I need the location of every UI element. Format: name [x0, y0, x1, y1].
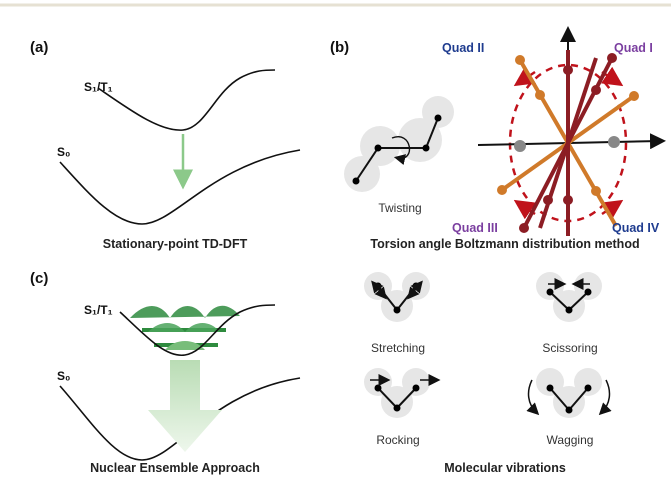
quadrant-label: Quad IV — [612, 221, 660, 235]
mode-label: Scissoring — [542, 341, 597, 355]
panel-label: (a) — [30, 39, 48, 56]
state-label: S₁/T₁ — [84, 303, 113, 317]
quadrant-label: Quad II — [442, 41, 484, 55]
caption: Nuclear Ensemble Approach — [90, 461, 260, 475]
s1-curve — [119, 304, 276, 356]
wagging-molecule — [526, 368, 612, 418]
mode-label: Stretching — [371, 341, 425, 355]
torsion-diagram — [477, 26, 666, 236]
s1-curve — [97, 69, 276, 131]
caption: Stationary-point TD-DFT — [103, 237, 248, 251]
s0-curve — [59, 377, 301, 461]
rocking-molecule — [364, 368, 441, 418]
caption: Molecular vibrations — [444, 461, 566, 475]
scissoring-molecule — [536, 272, 602, 322]
vibrational-levels — [130, 305, 240, 350]
panel-label: (b) — [330, 39, 349, 56]
state-label: S₀ — [57, 145, 70, 159]
twisting-molecule — [344, 96, 454, 192]
ensemble-arrow — [148, 360, 222, 452]
state-label: S₀ — [57, 369, 70, 383]
state-label: S₁/T₁ — [84, 80, 113, 94]
panel-label: (c) — [30, 270, 48, 287]
stretching-molecule — [364, 272, 430, 322]
s0-curve — [59, 149, 301, 225]
quadrant-label: Quad I — [614, 41, 653, 55]
caption: Torsion angle Boltzmann distribution met… — [370, 237, 639, 251]
mode-label: Wagging — [547, 433, 594, 447]
mode-label: Rocking — [376, 433, 419, 447]
mode-label: Twisting — [378, 201, 421, 215]
quadrant-label: Quad III — [452, 221, 498, 235]
